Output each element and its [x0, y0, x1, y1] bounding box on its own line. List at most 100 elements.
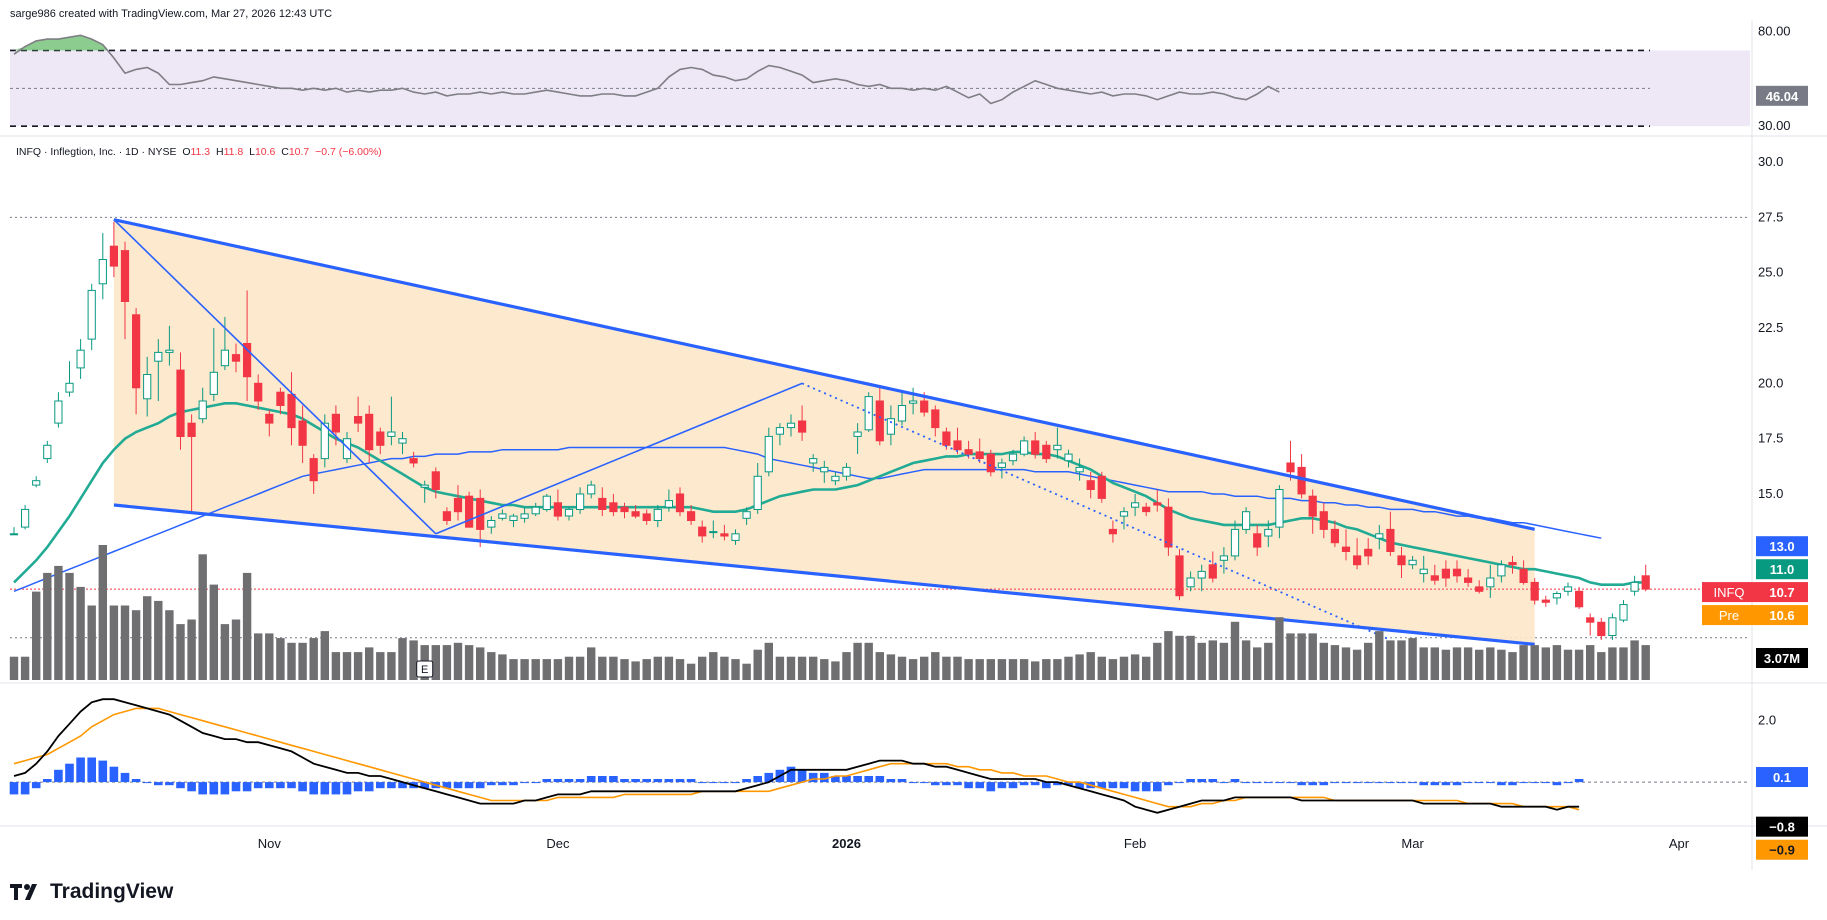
- candle-body: [798, 420, 807, 433]
- volume-bar: [1108, 659, 1118, 680]
- price-axis-tick: 20.0: [1758, 375, 1783, 390]
- macd-histogram-bar: [1541, 782, 1551, 784]
- candle-body: [642, 513, 651, 522]
- macd-histogram-bar: [498, 782, 507, 786]
- macd-histogram-bar: [642, 779, 651, 783]
- macd-histogram-bar: [1474, 782, 1484, 784]
- macd-pane[interactable]: [9, 698, 1750, 814]
- candle: [642, 509, 651, 525]
- earnings-marker[interactable]: [416, 660, 434, 678]
- symbol-line: INFQ · Inflegtion, Inc. · 1D · NYSE: [16, 146, 177, 158]
- candle: [1452, 560, 1462, 583]
- candle-body: [975, 451, 984, 459]
- price-pane[interactable]: [9, 216, 1750, 646]
- macd-histogram-bar: [942, 782, 951, 786]
- volume-bar: [1341, 647, 1351, 680]
- volume-bar: [753, 649, 762, 680]
- macd-histogram-bar: [253, 782, 263, 789]
- volume-bar: [686, 663, 696, 680]
- volume-bar: [1208, 640, 1217, 680]
- macd-histogram-bar: [675, 779, 685, 783]
- candle: [1486, 564, 1495, 598]
- tradingview-logo-icon: [10, 884, 37, 900]
- volume-bar: [1086, 652, 1095, 680]
- candle: [909, 387, 918, 415]
- candle: [997, 458, 1006, 479]
- volume-bar: [353, 652, 363, 680]
- candle-body: [1519, 568, 1528, 584]
- candle: [742, 507, 751, 525]
- candle-body: [98, 259, 107, 285]
- volume-bar: [997, 659, 1007, 680]
- candle: [709, 520, 718, 539]
- wedge-lower-trendline[interactable]: [113, 503, 1535, 646]
- macd-histogram-bar: [298, 782, 307, 792]
- symbol-legend: INFQ · Inflegtion, Inc. · 1D · NYSE O11.…: [16, 146, 382, 158]
- inner-trendline[interactable]: [113, 219, 437, 535]
- inner-trendline[interactable]: [435, 382, 803, 535]
- macd-histogram-bar: [1419, 782, 1428, 786]
- volume-bar: [842, 652, 851, 680]
- volume-bar: [931, 652, 940, 680]
- volume-bar: [1197, 642, 1206, 680]
- macd-histogram-bar: [1486, 782, 1495, 784]
- macd-histogram-bar: [1497, 782, 1506, 786]
- rsi-line: [13, 34, 1280, 105]
- candle-body: [587, 484, 596, 495]
- volume-bar: [1264, 642, 1273, 680]
- macd-histogram-bar: [1430, 782, 1440, 786]
- candle: [1508, 555, 1517, 574]
- volume-bar: [254, 633, 263, 680]
- volume-bar: [320, 631, 329, 680]
- candle: [231, 343, 241, 373]
- candle: [1497, 560, 1506, 583]
- candle-body: [1097, 475, 1106, 499]
- macd-histogram-bar: [1153, 782, 1162, 792]
- macd-histogram-bar: [1164, 782, 1173, 786]
- candle-body: [1208, 564, 1217, 579]
- wedge-upper-trendline[interactable]: [113, 218, 1536, 531]
- price-axis-tick: 25.0: [1758, 265, 1783, 280]
- candle-body: [176, 369, 185, 438]
- macd-histogram-bar: [1552, 782, 1562, 786]
- volume-bar: [1019, 659, 1029, 680]
- volume-bar: [143, 596, 152, 680]
- volume-bar: [1297, 633, 1306, 680]
- volume-bar: [242, 572, 252, 680]
- price-axis-tick: 30.0: [1758, 154, 1783, 169]
- dotted-trendline[interactable]: [801, 382, 1391, 641]
- macd-histogram-bar: [1530, 782, 1539, 784]
- candle-body: [1064, 453, 1073, 462]
- volume-bar: [154, 600, 163, 680]
- candle: [87, 283, 96, 351]
- macd-histogram-bar: [231, 782, 241, 792]
- time-axis-tick: Feb: [1124, 836, 1146, 851]
- candle-body: [842, 466, 851, 477]
- volume-bar: [964, 659, 973, 680]
- brand-name: TradingView: [50, 880, 174, 903]
- rsi-axis-tick: 30.00: [1758, 118, 1791, 133]
- volume-bar: [698, 656, 707, 680]
- macd-line: [13, 698, 1580, 814]
- candle-body: [1308, 495, 1317, 517]
- macd-histogram-bar: [287, 782, 296, 789]
- candle-body: [298, 420, 307, 446]
- rsi-pane[interactable]: [10, 34, 1750, 128]
- candle: [1075, 458, 1084, 481]
- price-axis-tick: 27.5: [1758, 209, 1783, 224]
- macd-histogram-bar: [897, 779, 907, 783]
- volume-bar: [609, 656, 618, 680]
- high-value: 11.8: [223, 146, 244, 158]
- candle-body: [631, 511, 640, 517]
- ema-green-line: [13, 402, 1646, 586]
- macd-histogram-bar: [975, 782, 984, 789]
- volume-bar: [886, 654, 896, 680]
- candle: [775, 423, 784, 446]
- candle-body: [997, 462, 1006, 468]
- chart-canvas[interactable]: E 80.00 30.00 30.0 27.5 25.0 22.5 20.0 17.5 15.0…: [0, 0, 1827, 870]
- volume-bar: [209, 584, 218, 680]
- tradingview-brand[interactable]: TradingView: [10, 880, 173, 904]
- macd-histogram-bar: [453, 782, 463, 789]
- candle: [1230, 520, 1240, 561]
- candle-body: [675, 493, 685, 513]
